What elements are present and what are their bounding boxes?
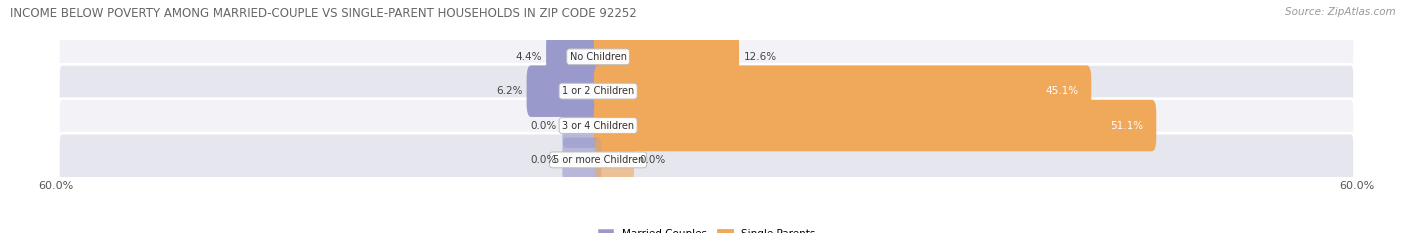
FancyBboxPatch shape bbox=[593, 31, 740, 82]
FancyBboxPatch shape bbox=[562, 137, 602, 182]
Legend: Married Couples, Single Parents: Married Couples, Single Parents bbox=[593, 225, 820, 233]
Text: 45.1%: 45.1% bbox=[1045, 86, 1078, 96]
Text: 5 or more Children: 5 or more Children bbox=[553, 155, 644, 165]
FancyBboxPatch shape bbox=[527, 65, 603, 117]
FancyBboxPatch shape bbox=[593, 100, 1156, 151]
Text: 12.6%: 12.6% bbox=[744, 52, 776, 62]
FancyBboxPatch shape bbox=[595, 137, 634, 182]
Text: No Children: No Children bbox=[569, 52, 627, 62]
FancyBboxPatch shape bbox=[59, 64, 1354, 118]
FancyBboxPatch shape bbox=[546, 31, 603, 82]
FancyBboxPatch shape bbox=[593, 65, 1091, 117]
Text: 1 or 2 Children: 1 or 2 Children bbox=[562, 86, 634, 96]
Text: 51.1%: 51.1% bbox=[1111, 120, 1143, 130]
Text: Source: ZipAtlas.com: Source: ZipAtlas.com bbox=[1285, 7, 1396, 17]
Text: 3 or 4 Children: 3 or 4 Children bbox=[562, 120, 634, 130]
Text: 0.0%: 0.0% bbox=[640, 155, 665, 165]
Text: 4.4%: 4.4% bbox=[515, 52, 541, 62]
FancyBboxPatch shape bbox=[59, 30, 1354, 84]
Text: 0.0%: 0.0% bbox=[530, 155, 557, 165]
FancyBboxPatch shape bbox=[59, 133, 1354, 187]
Text: 0.0%: 0.0% bbox=[530, 120, 557, 130]
Text: INCOME BELOW POVERTY AMONG MARRIED-COUPLE VS SINGLE-PARENT HOUSEHOLDS IN ZIP COD: INCOME BELOW POVERTY AMONG MARRIED-COUPL… bbox=[10, 7, 637, 20]
FancyBboxPatch shape bbox=[59, 99, 1354, 152]
Text: 6.2%: 6.2% bbox=[496, 86, 522, 96]
FancyBboxPatch shape bbox=[562, 103, 602, 148]
